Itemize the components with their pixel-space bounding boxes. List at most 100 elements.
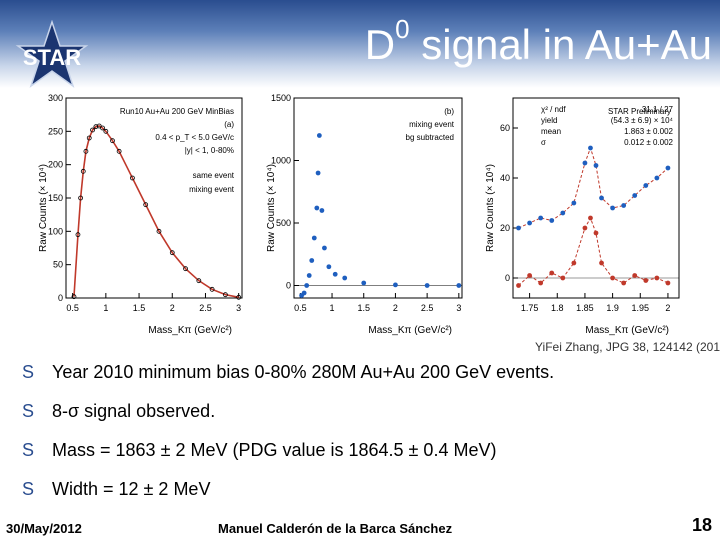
footer: 30/May/2012 Manuel Calderón de la Barca … <box>0 514 720 540</box>
data-point <box>588 215 593 221</box>
x-tick-label: 1 <box>103 303 108 313</box>
x-axis-label: Mass_Kπ (GeV/c²) <box>585 325 669 336</box>
data-point <box>116 148 122 154</box>
x-tick-label: 1.9 <box>606 303 619 313</box>
data-point <box>538 215 544 221</box>
data-point <box>209 286 215 292</box>
y-axis-label: Raw Counts (× 10⁴) <box>266 164 277 252</box>
plot-annotation: |y| < 1, 0-80% <box>185 146 234 155</box>
y-tick-label: 0 <box>505 273 510 283</box>
data-point <box>93 124 99 130</box>
data-point <box>304 283 310 288</box>
data-point <box>599 260 604 266</box>
data-point <box>75 232 81 238</box>
data-point <box>549 270 555 276</box>
data-point <box>361 280 367 286</box>
data-point <box>593 163 599 168</box>
data-point <box>516 225 521 231</box>
plot-annotation: 0.4 < p_T < 5.0 GeV/c <box>155 133 234 142</box>
data-point <box>143 202 149 208</box>
data-point <box>588 145 593 151</box>
data-point <box>71 294 77 300</box>
data-point <box>110 138 115 144</box>
legend-entry: same event <box>193 171 235 180</box>
footer-author: Manuel Calderón de la Barca Sánchez <box>218 521 453 536</box>
data-point <box>315 170 321 176</box>
header-band <box>0 0 720 88</box>
figure-panels: 0.5 1 1.5 2 2.5 3 0 50 100 150 200 250 300 Mass_Kπ (G… <box>36 88 688 338</box>
data-point <box>196 278 202 284</box>
y-tick-label: 0 <box>58 293 63 303</box>
data-point <box>654 175 660 181</box>
x-tick-label: 1.75 <box>521 303 539 313</box>
x-tick-label: 3 <box>236 303 241 313</box>
data-point <box>560 210 566 216</box>
x-tick-label: 1.8 <box>551 303 564 313</box>
y-tick-label: 40 <box>500 173 510 183</box>
y-tick-label: 20 <box>500 223 510 233</box>
data-point <box>332 271 338 277</box>
data-point <box>643 183 649 188</box>
y-tick-label: 300 <box>48 93 63 103</box>
data-point <box>538 280 544 286</box>
data-point <box>527 273 533 278</box>
footer-date: 30/May/2012 <box>6 521 82 536</box>
y-tick-label: 200 <box>48 160 63 170</box>
y-tick-label: 100 <box>48 226 63 236</box>
x-tick-label: 1.95 <box>632 303 650 313</box>
x-tick-label: 1.85 <box>576 303 594 313</box>
data-point <box>571 260 577 266</box>
bullet-icon: S <box>22 401 35 421</box>
data-point <box>309 258 315 263</box>
legend-entry: mixing event <box>189 185 235 194</box>
stats-value: 0.012 ± 0.002 <box>624 138 673 147</box>
x-axis-label: Mass_Kπ (GeV/c²) <box>148 325 232 336</box>
plot-annotation: mixing event <box>409 120 455 129</box>
data-point <box>316 133 322 138</box>
bullet-item: S Mass = 1863 ± 2 MeV (PDG value is 1864.… <box>22 440 497 460</box>
y-tick-label: 0 <box>286 281 291 291</box>
plot-frame <box>293 97 463 299</box>
data-point <box>582 225 588 231</box>
x-tick-label: 0.5 <box>66 303 79 313</box>
data-point <box>665 280 671 286</box>
bullet-icon: S <box>22 362 35 382</box>
data-point <box>582 160 588 166</box>
stats-label: σ <box>541 138 546 147</box>
data-point <box>621 203 627 208</box>
data-point <box>86 135 92 141</box>
y-tick-label: 500 <box>276 218 291 228</box>
data-point <box>156 228 162 234</box>
plot-annotation: bg subtracted <box>406 133 454 142</box>
data-point <box>311 235 317 241</box>
y-axis-label: Raw Counts (× 10⁴) <box>38 164 49 252</box>
data-point <box>322 245 327 251</box>
bullet-item: S Width = 12 ± 2 MeV <box>22 479 211 499</box>
x-tick-label: 2 <box>393 303 398 313</box>
data-point <box>571 200 577 206</box>
data-point <box>665 165 671 171</box>
stats-value: (54.3 ± 6.9) × 10⁴ <box>611 116 674 125</box>
plot-annotation: STAR Preliminary <box>608 107 671 116</box>
data-point <box>610 205 615 211</box>
data-point <box>632 193 638 198</box>
data-point <box>80 168 86 174</box>
x-tick-label: 2.5 <box>199 303 212 313</box>
x-tick-label: 2 <box>170 303 175 313</box>
y-axis-label: Raw Counts (× 10⁴) <box>485 164 496 252</box>
x-tick-label: 1 <box>330 303 335 313</box>
data-point <box>83 148 89 154</box>
y-tick-label: 1000 <box>271 156 291 166</box>
x-tick-label: 0.5 <box>294 303 307 313</box>
bullet-icon: S <box>22 440 35 460</box>
data-point <box>599 195 604 201</box>
data-point <box>183 266 188 272</box>
y-tick-label: 60 <box>500 123 510 133</box>
plot-annotation: (b) <box>444 107 454 116</box>
data-point <box>621 280 627 286</box>
stats-label: yield <box>541 116 557 125</box>
y-tick-label: 1500 <box>271 93 291 103</box>
data-point <box>78 195 84 201</box>
x-axis-label: Mass_Kπ (GeV/c²) <box>368 325 452 336</box>
